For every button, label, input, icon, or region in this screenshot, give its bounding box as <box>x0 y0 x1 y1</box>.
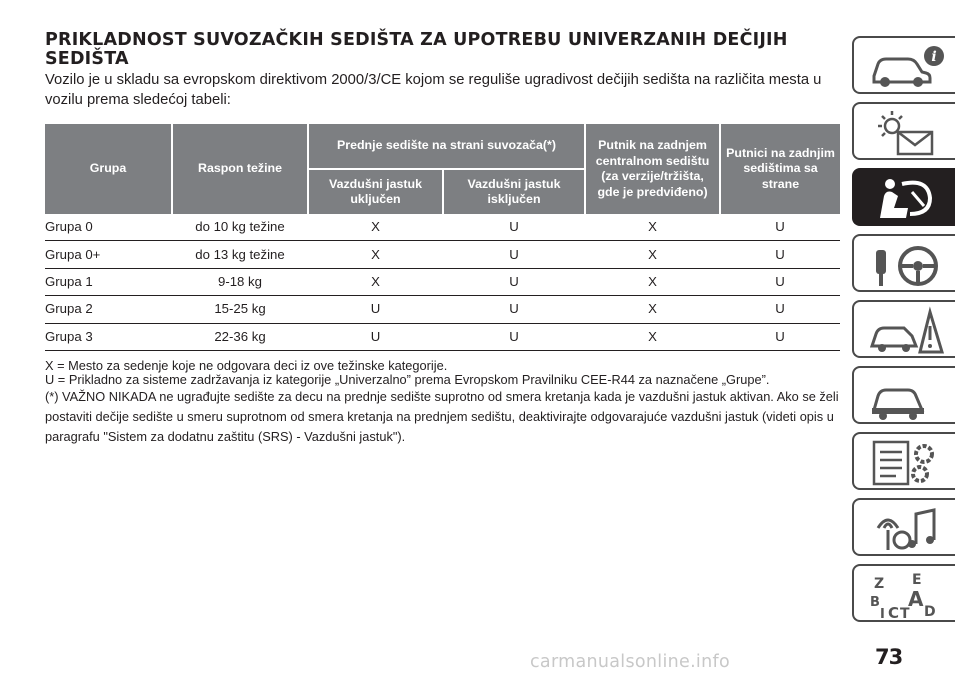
index-letter: I <box>880 607 885 620</box>
svg-text:i: i <box>931 49 936 65</box>
cell-off: U <box>443 323 586 351</box>
cell-off: U <box>443 214 586 242</box>
seat-airbag-icon <box>880 179 933 218</box>
cell-weight: do 13 kg težine <box>172 240 308 269</box>
tab-car-info[interactable]: i <box>852 36 955 94</box>
tab-safety[interactable] <box>852 168 955 226</box>
cell-side: U <box>720 214 841 242</box>
index-letter: E <box>912 572 922 588</box>
cell-weight: 15-25 kg <box>172 295 308 324</box>
cell-weight: do 10 kg težine <box>172 214 308 242</box>
watermark: carmanualsonline.info <box>530 652 730 672</box>
cell-weight: 22-36 kg <box>172 323 308 351</box>
cell-on: U <box>308 295 443 324</box>
table-notes: X = Mesto za sedenje koje ne odgovara de… <box>45 359 845 447</box>
index-letter: D <box>924 604 936 620</box>
tab-index[interactable]: Z E B A I C T D <box>852 564 955 622</box>
header-front-passenger: Prednje sedište na strani suvozača(*) <box>306 124 586 170</box>
cell-on: U <box>308 323 443 351</box>
tab-technical-data[interactable] <box>852 432 955 490</box>
cell-off: U <box>443 295 586 324</box>
specs-gears-icon <box>872 440 934 486</box>
section-heading: PRIKLADNOST SUVOZAČKIH SEDIŠTA ZA UPOTRE… <box>45 30 788 69</box>
page-number: 73 <box>875 645 903 669</box>
car-service-icon <box>872 388 925 420</box>
tab-emergency[interactable] <box>852 300 955 358</box>
index-letter: B <box>870 595 880 610</box>
note-warning: (*) VAŽNO NIKADA ne ugrađujte sedište za… <box>45 389 839 444</box>
cell-center: X <box>585 323 721 351</box>
car-accident-icon <box>869 306 945 354</box>
cell-center: X <box>585 214 721 242</box>
cell-side: U <box>720 295 841 324</box>
index-letter: T <box>900 606 910 620</box>
tab-warning-lights[interactable] <box>852 102 955 160</box>
note-u: U = Prikladno za sisteme zadržavanja iz … <box>45 372 770 387</box>
cell-center: X <box>585 240 721 269</box>
table-row: Grupa 2 15-25 kg U U X U <box>45 295 841 324</box>
cell-on: X <box>308 240 443 269</box>
header-weight: Raspon težine <box>171 124 308 214</box>
index-letter: C <box>888 604 899 620</box>
cell-side: U <box>720 240 841 269</box>
intro-paragraph: Vozilo je u skladu sa evropskom direktiv… <box>45 72 822 108</box>
header-airbag-on: Vazdušni jastuk uključen <box>307 169 443 214</box>
cell-group: Grupa 0 <box>45 214 172 242</box>
index-letter: A <box>908 587 924 611</box>
cell-center: X <box>585 268 721 297</box>
table-row: Grupa 3 22-36 kg U U X U <box>45 323 841 351</box>
car-info-icon: i <box>872 46 944 87</box>
header-group: Grupa <box>45 124 172 214</box>
key-steering-wheel-icon <box>876 246 938 286</box>
header-airbag-off: Vazdušni jastuk isključen <box>441 169 586 214</box>
cell-group: Grupa 3 <box>45 323 172 351</box>
header-rear-center: Putnik na zadnjem centralnom sedištu (za… <box>584 124 721 214</box>
cell-group: Grupa 2 <box>45 295 172 324</box>
table-row: Grupa 0 do 10 kg težine X U X U <box>45 214 841 242</box>
cell-side: U <box>720 268 841 297</box>
table-row: Grupa 0+ do 13 kg težine X U X U <box>45 240 841 269</box>
cell-side: U <box>720 323 841 351</box>
warning-lights-icon <box>878 111 934 156</box>
multimedia-icon <box>876 508 936 550</box>
cell-on: X <box>308 214 443 242</box>
tab-maintenance[interactable] <box>852 366 955 424</box>
cell-on: X <box>308 268 443 297</box>
cell-weight: 9-18 kg <box>172 268 308 297</box>
cell-center: X <box>585 295 721 324</box>
tab-multimedia[interactable] <box>852 498 955 556</box>
header-rear-side: Putnici na zadnjim sedištima sa strane <box>719 124 841 214</box>
index-letter: Z <box>874 576 884 592</box>
table-row: Grupa 1 9-18 kg X U X U <box>45 268 841 297</box>
cell-off: U <box>443 268 586 297</box>
cell-group: Grupa 1 <box>45 268 172 297</box>
alphabet-index-icon: Z E B A I C T D <box>870 572 936 620</box>
cell-group: Grupa 0+ <box>45 240 172 269</box>
tab-starting-driving[interactable] <box>852 234 955 292</box>
note-x: X = Mesto za sedenje koje ne odgovara de… <box>45 358 448 373</box>
cell-off: U <box>443 240 586 269</box>
child-seat-table: Grupa Raspon težine Prednje sedište na s… <box>45 124 841 351</box>
